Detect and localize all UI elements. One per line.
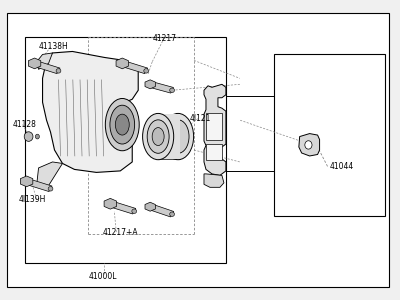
Text: 4l121: 4l121 — [190, 114, 212, 123]
Bar — [158, 114, 180, 159]
Polygon shape — [25, 178, 52, 192]
Ellipse shape — [162, 113, 194, 160]
Ellipse shape — [115, 114, 129, 135]
Ellipse shape — [167, 120, 189, 153]
Text: 41217: 41217 — [152, 34, 176, 43]
Ellipse shape — [152, 128, 164, 146]
Ellipse shape — [56, 69, 61, 73]
Text: 41128: 41128 — [13, 120, 36, 129]
Text: 41138H: 41138H — [38, 43, 68, 52]
Ellipse shape — [105, 98, 139, 151]
Polygon shape — [145, 202, 155, 211]
Text: 41044: 41044 — [330, 162, 354, 171]
Polygon shape — [148, 204, 174, 217]
Text: 41217+A: 41217+A — [102, 228, 138, 237]
Polygon shape — [36, 53, 52, 69]
Polygon shape — [33, 61, 60, 74]
Ellipse shape — [147, 120, 169, 153]
Polygon shape — [145, 80, 155, 89]
Ellipse shape — [170, 88, 174, 92]
Polygon shape — [116, 58, 128, 69]
Ellipse shape — [305, 141, 312, 149]
Polygon shape — [28, 58, 41, 69]
Polygon shape — [299, 134, 320, 156]
Ellipse shape — [170, 212, 174, 216]
Polygon shape — [109, 201, 136, 214]
Polygon shape — [20, 176, 33, 187]
Polygon shape — [121, 61, 148, 74]
Bar — [25, 37, 226, 263]
Ellipse shape — [48, 187, 53, 191]
Ellipse shape — [35, 134, 39, 139]
Bar — [206, 113, 222, 140]
Polygon shape — [204, 84, 226, 176]
Polygon shape — [204, 174, 224, 187]
Ellipse shape — [110, 105, 135, 144]
Ellipse shape — [132, 209, 137, 214]
Text: 41000L: 41000L — [88, 272, 117, 281]
Polygon shape — [42, 52, 138, 172]
Bar — [274, 54, 385, 216]
Polygon shape — [104, 198, 116, 209]
Polygon shape — [36, 162, 62, 189]
Text: 4l139H: 4l139H — [19, 195, 46, 204]
Ellipse shape — [144, 69, 148, 73]
Polygon shape — [149, 82, 174, 93]
Bar — [206, 144, 222, 160]
Ellipse shape — [24, 132, 33, 141]
Ellipse shape — [143, 113, 174, 160]
